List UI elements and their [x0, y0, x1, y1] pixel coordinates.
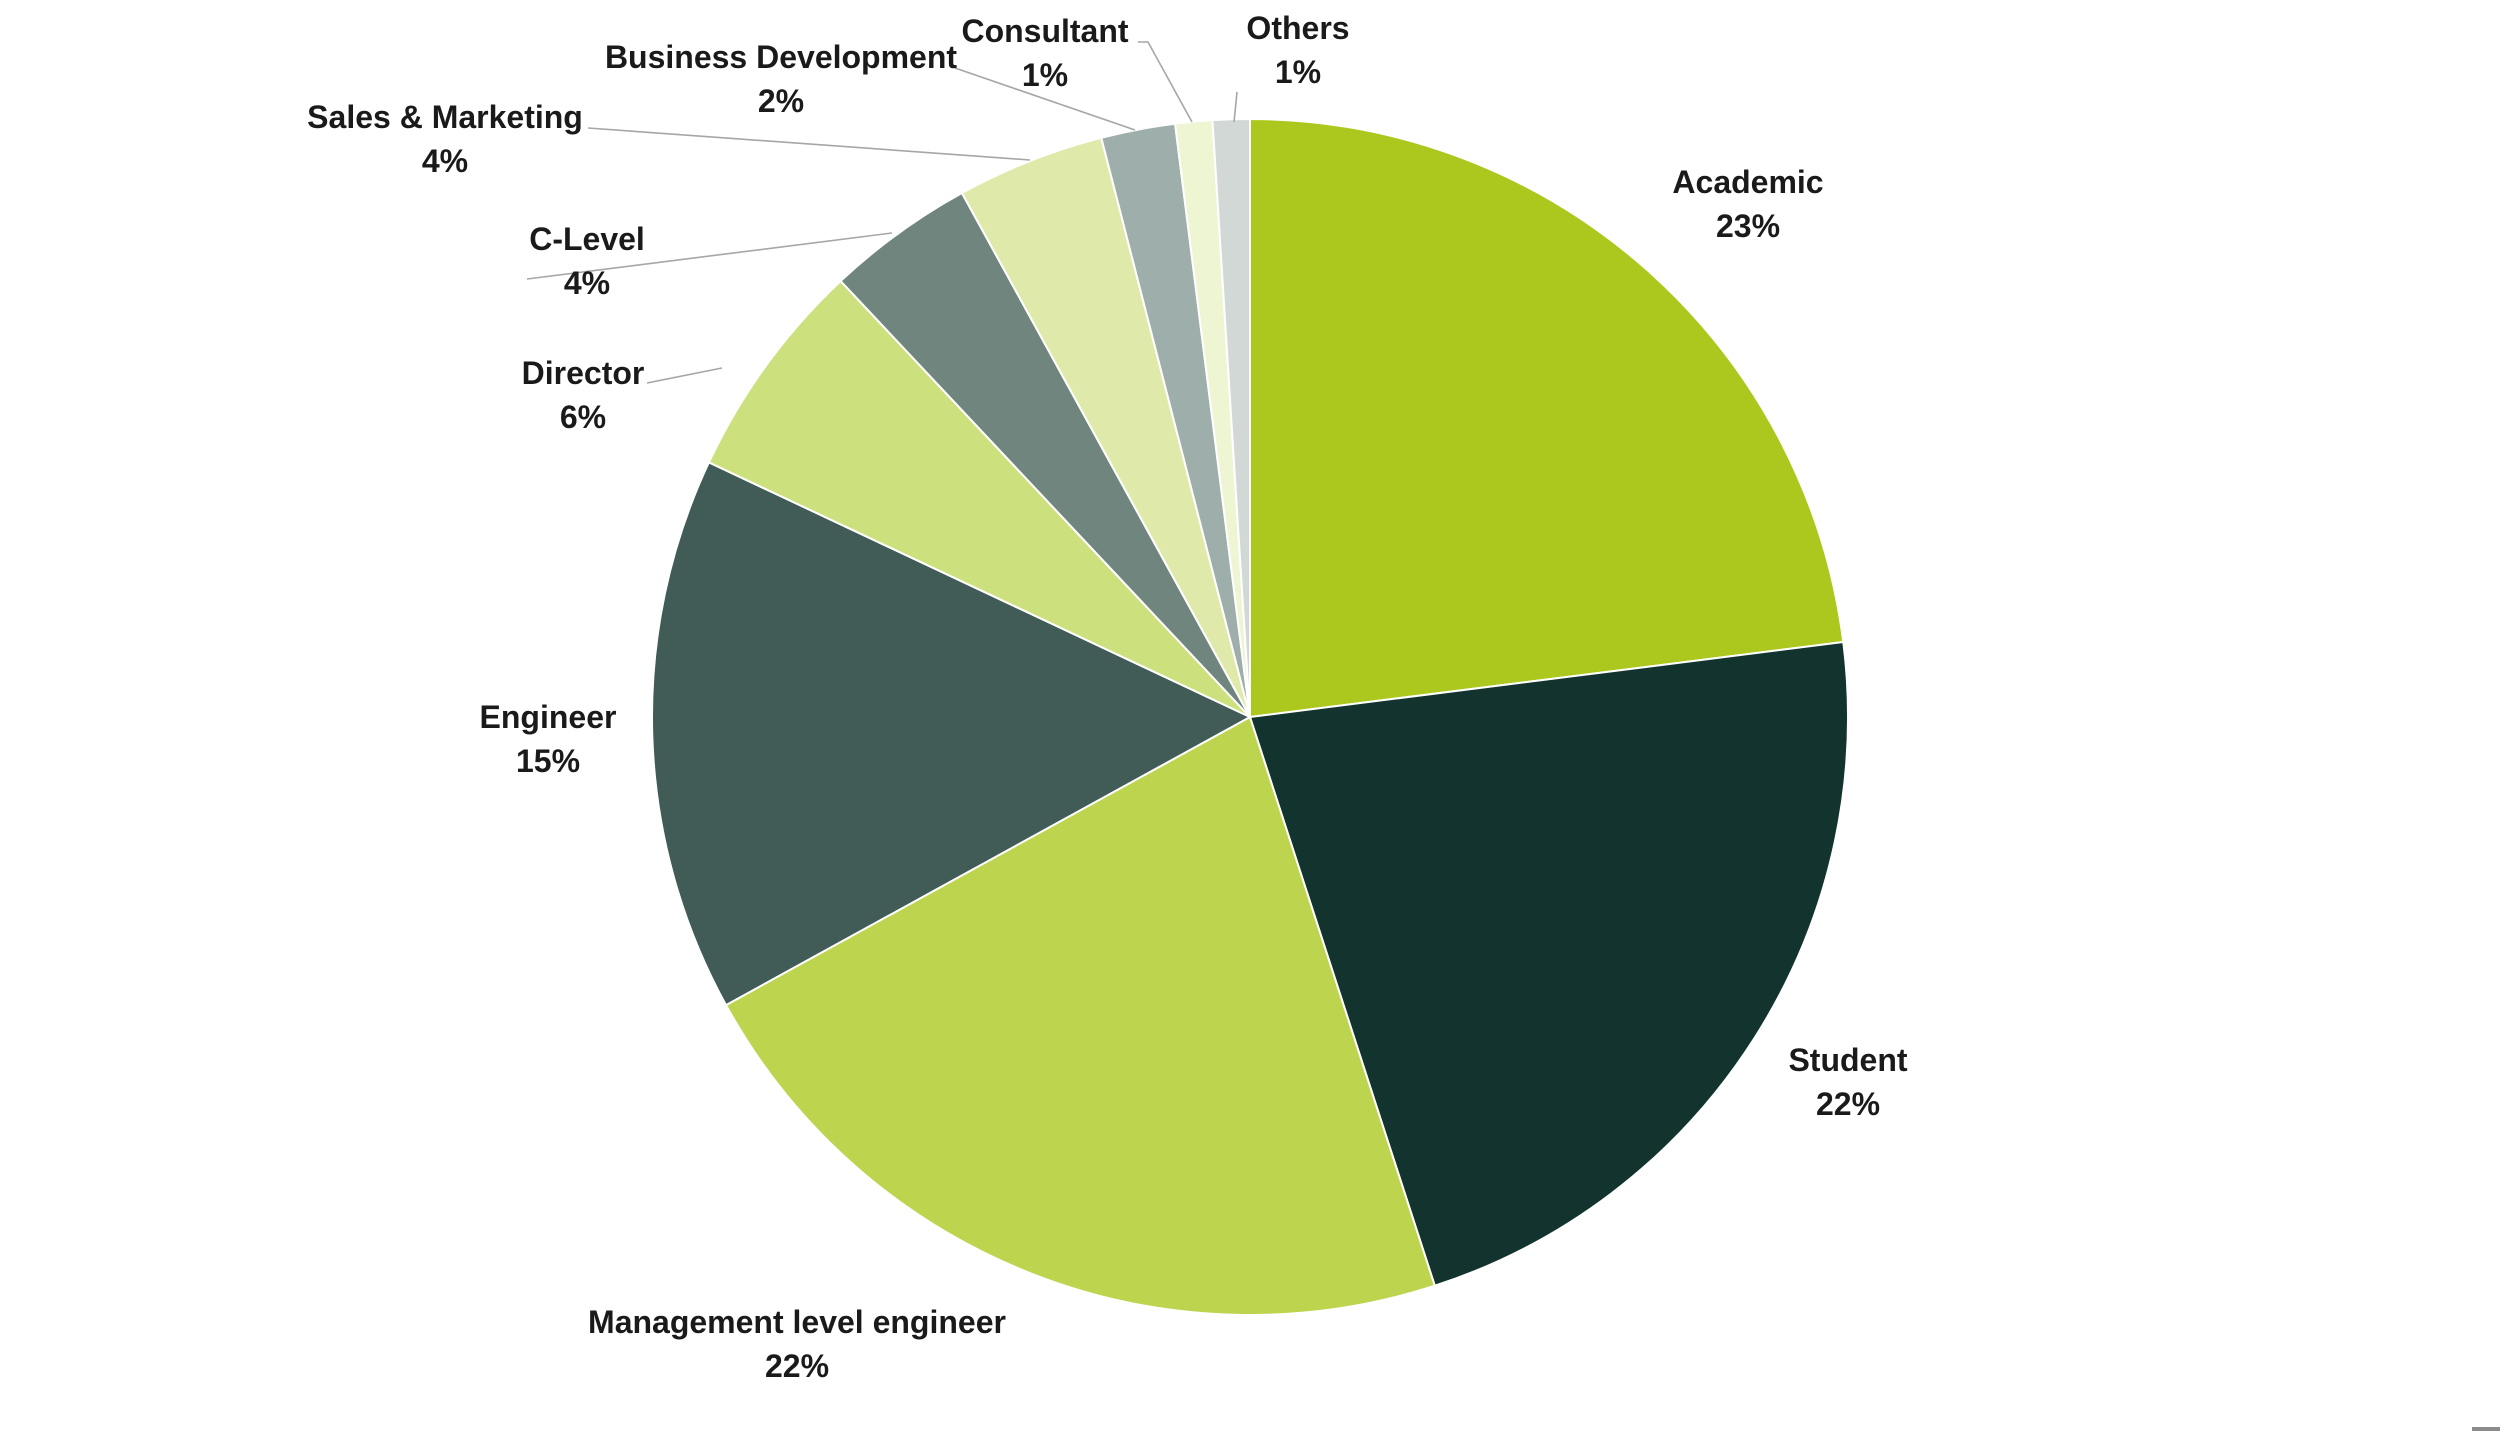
pie-slice-student: [1248, 640, 1849, 1287]
corner-mark: [2472, 1427, 2500, 1431]
slice-percent-business-development: 2%: [758, 83, 804, 119]
slice-label-others: Others: [1246, 10, 1349, 46]
slice-percent-consultant: 1%: [1022, 57, 1068, 93]
leader-line-consultant: [1138, 41, 1193, 123]
pie-slice-academic: [1249, 117, 1845, 719]
slice-label-management-level-engineer: Management level engineer: [588, 1304, 1006, 1340]
leader-line-others: [1233, 91, 1238, 123]
leader-line-sales-and-marketing: [587, 127, 1031, 161]
leader-line-business-development: [954, 67, 1136, 131]
pie-slice-others: [1211, 117, 1251, 718]
slice-label-director: Director: [522, 355, 645, 391]
slice-percent-sales-and-marketing: 4%: [422, 143, 468, 179]
slice-label-sales-and-marketing: Sales & Marketing: [307, 99, 583, 135]
slice-label-engineer: Engineer: [480, 699, 617, 735]
pie-slice-engineer: [651, 461, 1253, 1007]
leader-lines: [526, 41, 1238, 384]
pie-slices: [651, 117, 1849, 1316]
slice-percent-management-level-engineer: 22%: [765, 1348, 829, 1384]
slice-percent-director: 6%: [560, 399, 606, 435]
slice-label-consultant: Consultant: [961, 13, 1128, 49]
slice-label-academic: Academic: [1672, 164, 1823, 200]
leader-line-c-level: [526, 232, 893, 280]
leader-line-director: [646, 367, 723, 384]
slice-percent-student: 22%: [1816, 1086, 1880, 1122]
slice-percent-c-level: 4%: [564, 265, 610, 301]
slice-label-student: Student: [1788, 1042, 1907, 1078]
pie-slice-management-level-engineer: [724, 715, 1437, 1316]
slice-percent-academic: 23%: [1716, 208, 1780, 244]
slice-label-business-development: Business Development: [605, 39, 957, 75]
slice-percent-others: 1%: [1275, 54, 1321, 90]
slice-label-c-level: C-Level: [529, 221, 645, 257]
pie-slice-director: [707, 279, 1251, 718]
data-labels: Academic 23% Student 22% Management level en…: [307, 10, 1908, 1384]
slice-percent-engineer: 15%: [516, 743, 580, 779]
